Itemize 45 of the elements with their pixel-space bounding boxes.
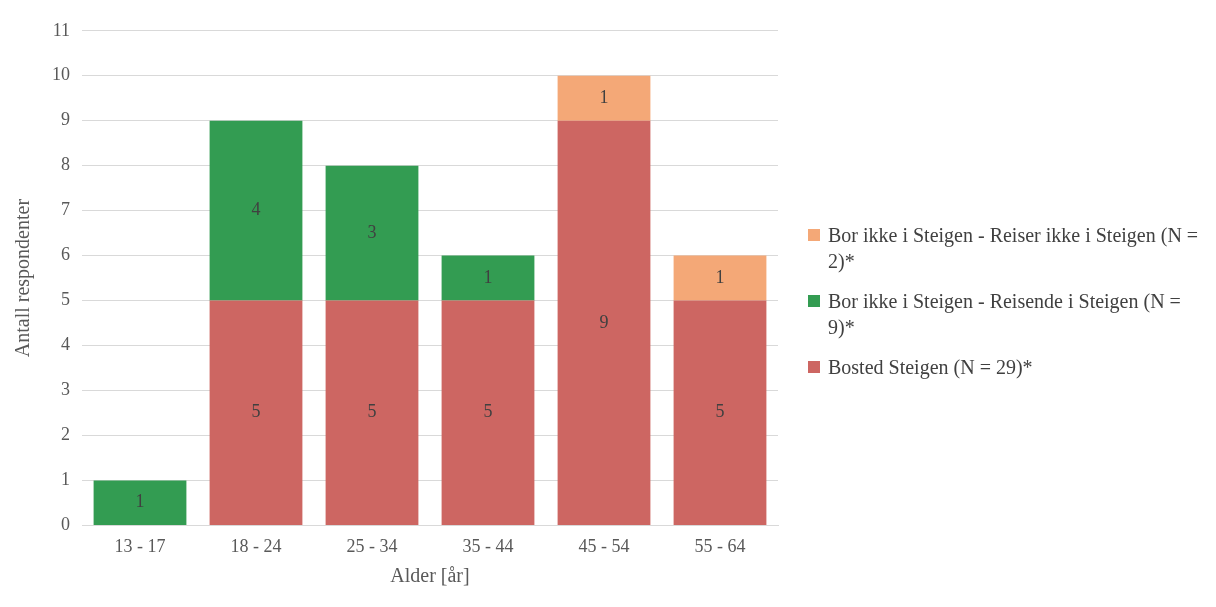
legend-label: Bor ikke i Steigen - Reiser ikke i Steigen (N = 2)* xyxy=(828,222,1200,274)
x-axis-title: Alder [år] xyxy=(390,564,470,587)
y-tick-label: 5 xyxy=(61,289,70,310)
y-tick-label: 2 xyxy=(61,424,70,445)
x-tick-label: 45 - 54 xyxy=(578,535,630,556)
data-label: 1 xyxy=(715,266,725,287)
y-axis-title: Antall respondenter xyxy=(11,198,35,358)
x-tick-label: 55 - 64 xyxy=(694,535,746,556)
x-tick-label: 35 - 44 xyxy=(462,535,514,556)
bar xyxy=(441,300,535,525)
y-tick-label: 3 xyxy=(61,379,70,400)
y-tick-label: 0 xyxy=(61,514,70,535)
data-label: 5 xyxy=(483,401,493,422)
bar xyxy=(557,120,651,525)
y-tick-label: 11 xyxy=(52,19,70,40)
data-label: 1 xyxy=(599,86,609,107)
y-tick-label: 7 xyxy=(61,199,70,220)
y-tick-label: 6 xyxy=(61,244,70,265)
bar xyxy=(93,480,187,525)
bar xyxy=(673,300,767,525)
data-label: 3 xyxy=(367,221,377,242)
bar xyxy=(325,300,419,525)
y-tick-label: 4 xyxy=(61,334,70,355)
bar xyxy=(673,255,767,301)
data-label: 9 xyxy=(599,311,609,332)
bar xyxy=(209,300,303,525)
legend-label: Bosted Steigen (N = 29)* xyxy=(828,354,1033,380)
data-label: 5 xyxy=(367,401,377,422)
legend-label: Bor ikke i Steigen - Reisende i Steigen (N = 9)* xyxy=(828,288,1182,340)
bar xyxy=(325,165,419,301)
bar xyxy=(209,120,303,301)
x-tick-label: 13 - 17 xyxy=(114,535,166,556)
x-tick-label: 18 - 24 xyxy=(230,535,282,556)
data-label: 5 xyxy=(251,401,261,422)
data-label: 1 xyxy=(483,266,493,287)
y-tick-label: 9 xyxy=(61,109,70,130)
bar xyxy=(557,75,651,121)
y-tick-label: 10 xyxy=(52,64,70,85)
y-tick-label: 8 xyxy=(61,154,70,175)
data-label: 1 xyxy=(135,491,145,512)
x-tick-label: 25 - 34 xyxy=(346,535,398,556)
data-label: 4 xyxy=(251,199,261,220)
bar xyxy=(441,255,535,301)
data-label: 5 xyxy=(715,401,725,422)
y-tick-label: 1 xyxy=(61,469,70,490)
